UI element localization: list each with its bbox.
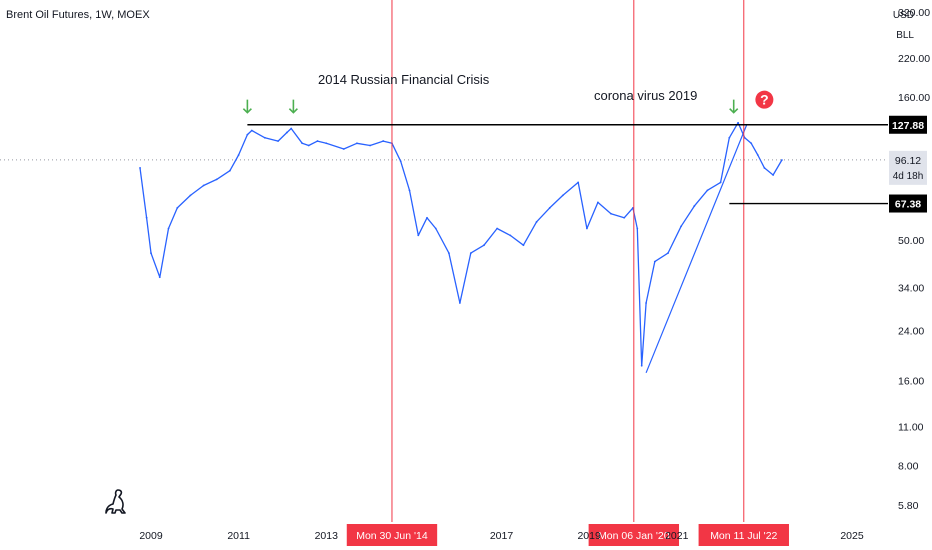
- price-point: [757, 154, 759, 156]
- price-point: [720, 182, 722, 184]
- annotation-corona-virus: corona virus 2019: [594, 88, 697, 103]
- price-point: [168, 228, 170, 230]
- price-point: [277, 140, 279, 142]
- price-point: [459, 302, 461, 304]
- date-tag-label: Mon 11 Jul '22: [710, 530, 777, 542]
- price-point: [435, 228, 437, 230]
- price-point: [190, 194, 192, 196]
- y-tick-label: 160.00: [898, 92, 930, 104]
- y-tick-label: 50.00: [898, 235, 924, 247]
- price-point: [382, 140, 384, 142]
- price-point: [680, 225, 682, 227]
- price-point: [610, 213, 612, 215]
- price-point: [317, 140, 319, 142]
- price-point: [523, 244, 525, 246]
- price-point: [146, 217, 148, 219]
- price-point: [667, 252, 669, 254]
- x-tick-label: 2017: [490, 530, 514, 542]
- price-point: [409, 189, 411, 191]
- price-point: [597, 201, 599, 203]
- price-point: [470, 252, 472, 254]
- price-point: [325, 142, 327, 144]
- price-point: [369, 145, 371, 147]
- price-point: [641, 365, 643, 367]
- level-price-tag-label: 67.38: [895, 199, 921, 211]
- price-point: [216, 178, 218, 180]
- price-point: [562, 194, 564, 196]
- axis-tags: 127.88 67.38 96.12 4d 18h: [889, 116, 927, 213]
- unit-label: BLL: [896, 30, 914, 41]
- date-tag-label: Mon 06 Jan '20: [598, 530, 670, 542]
- y-tick-label: 8.00: [898, 460, 919, 472]
- price-point: [728, 137, 730, 139]
- tradingview-dino-icon: [104, 488, 128, 516]
- y-tick-label: 5.80: [898, 500, 919, 512]
- price-point: [286, 132, 288, 134]
- countdown-label: 4d 18h: [893, 171, 924, 182]
- x-tick-label: 2025: [840, 530, 864, 542]
- price-point: [301, 142, 303, 144]
- price-point: [750, 142, 752, 144]
- price-point: [577, 182, 579, 184]
- price-point: [150, 252, 152, 254]
- price-point: [707, 189, 709, 191]
- x-tick-label: 2009: [139, 530, 163, 542]
- price-point: [636, 228, 638, 230]
- y-axis-ticks: 5.80 8.00 11.00 16.00 24.00 34.00 50.00 160.00 2…: [898, 7, 930, 512]
- price-point: [426, 217, 428, 219]
- price-point: [400, 160, 402, 162]
- date-tag-label: Mon 30 Jun '14: [356, 530, 428, 542]
- y-tick-label: 220.00: [898, 53, 930, 65]
- price-area: [0, 122, 888, 373]
- x-tick-label: 2011: [227, 530, 250, 542]
- price-point: [586, 228, 588, 230]
- y-tick-label: 11.00: [898, 421, 924, 433]
- price-point: [654, 261, 656, 263]
- price-point: [496, 228, 498, 230]
- price-point: [763, 167, 765, 169]
- price-point: [448, 252, 450, 254]
- price-point: [781, 159, 783, 161]
- price-point: [290, 128, 292, 130]
- price-point: [693, 205, 695, 207]
- y-tick-label: 16.00: [898, 375, 924, 387]
- price-point: [772, 174, 774, 176]
- annotation-russian-crisis: 2014 Russian Financial Crisis: [318, 72, 489, 87]
- price-point: [159, 276, 161, 278]
- price-point: [623, 217, 625, 219]
- price-point: [251, 130, 253, 132]
- price-point: [246, 134, 248, 136]
- price-point: [176, 207, 178, 209]
- price-point: [139, 167, 141, 169]
- price-series-line: [140, 123, 782, 366]
- current-price-tag-label: 96.12: [895, 155, 921, 167]
- price-point: [264, 137, 266, 139]
- price-point: [238, 154, 240, 156]
- level-price-tag-label: 127.88: [892, 120, 924, 132]
- x-tick-label: 2013: [315, 530, 339, 542]
- price-point: [549, 207, 551, 209]
- x-tick-label: 2019: [577, 530, 601, 542]
- price-point: [203, 185, 205, 187]
- currency-label: USD: [893, 10, 914, 21]
- price-point: [343, 148, 345, 150]
- price-point: [536, 221, 538, 223]
- trendline: [646, 125, 747, 373]
- question-icon-glyph: ?: [760, 92, 769, 108]
- chart-title: Brent Oil Futures, 1W, MOEX: [6, 9, 150, 21]
- price-point: [483, 244, 485, 246]
- y-tick-label: 34.00: [898, 283, 924, 295]
- price-point: [509, 234, 511, 236]
- x-tick-label: 2021: [665, 530, 689, 542]
- price-point: [645, 302, 647, 304]
- price-point: [229, 170, 231, 172]
- price-point: [737, 122, 739, 124]
- price-point: [417, 234, 419, 236]
- price-point: [308, 145, 310, 147]
- y-tick-label: 24.00: [898, 325, 924, 337]
- price-point: [356, 142, 358, 144]
